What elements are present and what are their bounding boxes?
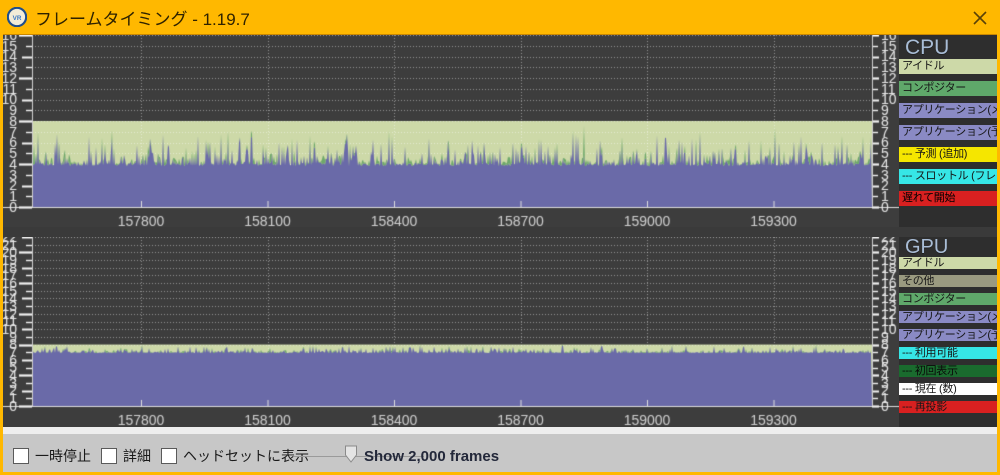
svg-text:VR: VR bbox=[13, 15, 22, 22]
